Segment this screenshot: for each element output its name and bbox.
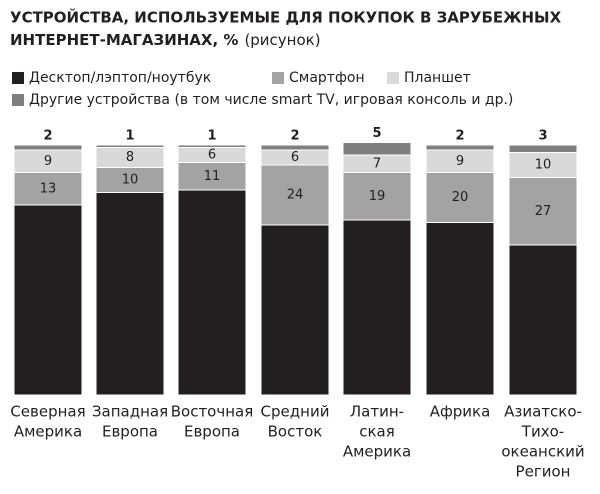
x-tick-label: Средний [261, 403, 330, 421]
bar-segment [508, 244, 578, 396]
data-label: 1 [207, 129, 216, 144]
data-label: 6 [208, 148, 216, 163]
x-tick-label: Восток [268, 423, 323, 441]
data-label: 13 [40, 181, 57, 196]
x-tick-label: Регион [516, 463, 571, 481]
legend-label: Десктоп/лэптоп/ноутбук [29, 70, 211, 86]
bar-segment [260, 164, 330, 226]
bar-segment [177, 162, 247, 191]
data-label: 10 [535, 158, 552, 173]
x-tick-label: Европа [102, 423, 158, 441]
data-label: 2 [43, 129, 52, 144]
bar-segment [425, 172, 495, 223]
bar-segment [13, 144, 83, 151]
x-tick-label: Америка [14, 423, 82, 441]
x-tick-label: ская [359, 423, 395, 441]
bar-segment [342, 172, 412, 221]
bar-segment [508, 144, 578, 153]
data-label: 27 [535, 204, 552, 219]
data-label: 11 [204, 169, 221, 184]
bar-segment [425, 222, 495, 396]
data-label: 20 [452, 190, 469, 205]
data-label: 6 [291, 150, 299, 165]
bar-segment [95, 167, 165, 193]
x-tick-label: Восточная [171, 403, 254, 421]
chart-title-line: ИНТЕРНЕТ-МАГАЗИНАХ, % (рисунок) [10, 31, 321, 49]
data-label: 9 [44, 154, 52, 169]
x-tick-label: Западная [92, 403, 168, 421]
data-label: 2 [290, 129, 299, 144]
data-label: 7 [373, 156, 381, 171]
legend-label: Смартфон [289, 70, 365, 86]
bar-segment [95, 144, 165, 148]
legend-swatch [272, 72, 284, 84]
x-tick-label: Америка [343, 443, 411, 461]
data-label: 10 [122, 173, 139, 188]
x-tick-label: Европа [184, 423, 240, 441]
data-label: 9 [456, 154, 464, 169]
legend-swatch [12, 72, 24, 84]
data-label: 3 [538, 129, 547, 144]
data-label: 8 [126, 150, 134, 165]
bar-segment [342, 142, 412, 156]
bar-segment [95, 192, 165, 396]
data-label: 5 [372, 126, 381, 141]
data-label: 81 [122, 286, 139, 301]
legend-swatch [387, 72, 399, 84]
data-label: 19 [369, 189, 386, 204]
x-tick-label: Азиатско- [504, 403, 582, 421]
data-label: 82 [204, 285, 221, 300]
bar-segment [425, 144, 495, 151]
legend-swatch [12, 94, 24, 106]
data-label: 68 [287, 303, 304, 318]
data-label: 76 [40, 293, 57, 308]
data-label: 70 [369, 300, 386, 315]
x-tick-label: Африка [430, 403, 491, 421]
chart-title: ИНТЕРНЕТ-МАГАЗИНАХ, % [10, 31, 238, 49]
bar-segment [177, 189, 247, 396]
bar-segment [508, 177, 578, 246]
data-label: 2 [455, 129, 464, 144]
data-label: 1 [125, 129, 134, 144]
bar-segment [13, 172, 83, 206]
chart-title-line: УСТРОЙСТВА, ИСПОЛЬЗУЕМЫЕ ДЛЯ ПОКУПОК В З… [10, 8, 562, 27]
bar-segment [177, 144, 247, 148]
legend-label: Другие устройства (в том числе smart TV,… [29, 92, 513, 108]
data-label: 69 [452, 301, 469, 316]
x-tick-label: Северная [10, 403, 85, 421]
data-label: 60 [535, 313, 552, 328]
legend-label: Планшет [404, 70, 471, 86]
x-tick-label: океанский [501, 443, 584, 461]
x-tick-label: Тихо- [521, 423, 564, 441]
data-label: 24 [287, 188, 304, 203]
bar-segment [13, 204, 83, 396]
bar-segment [508, 152, 578, 178]
bar-segment [260, 144, 330, 151]
x-tick-label: Латин- [350, 403, 404, 421]
chart-subtitle: (рисунок) [244, 31, 320, 49]
